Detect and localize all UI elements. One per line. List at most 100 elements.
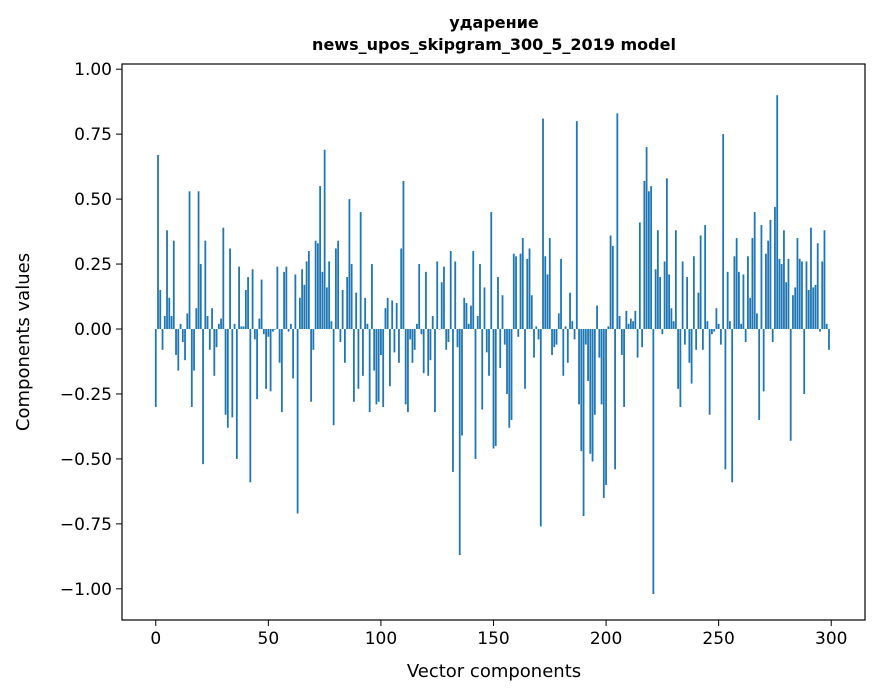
bar: [168, 297, 171, 330]
bar: [359, 212, 362, 330]
bar: [292, 329, 295, 379]
bar: [751, 238, 754, 329]
bar: [197, 191, 200, 330]
bar: [512, 253, 515, 330]
bar: [467, 323, 470, 330]
bar: [636, 329, 639, 358]
bar: [357, 329, 360, 389]
bar: [411, 329, 414, 363]
bar: [163, 316, 166, 330]
bar: [337, 240, 340, 330]
bar: [458, 329, 461, 556]
bar: [634, 310, 637, 330]
bar: [267, 329, 270, 337]
bar: [580, 329, 583, 452]
bar: [497, 277, 499, 330]
bar: [314, 240, 317, 330]
bar: [260, 279, 263, 329]
bar: [398, 329, 400, 363]
bar: [711, 329, 713, 335]
bar: [548, 238, 551, 329]
bar: [722, 134, 725, 330]
bar: [760, 225, 763, 330]
bar: [715, 308, 718, 330]
bar: [454, 261, 457, 330]
bar: [670, 308, 673, 330]
bar: [661, 329, 664, 335]
bar: [582, 329, 585, 517]
bar: [503, 329, 506, 345]
bar: [350, 264, 353, 330]
bar: [418, 264, 421, 330]
bar: [720, 329, 722, 345]
bar: [602, 329, 605, 498]
bar: [278, 329, 281, 363]
bar: [380, 329, 382, 355]
bar: [298, 297, 301, 330]
bar: [584, 329, 587, 345]
bar: [436, 261, 439, 330]
bar: [307, 251, 310, 330]
bar: [544, 256, 547, 330]
bar: [420, 329, 423, 335]
bar: [530, 295, 533, 330]
bar: [409, 329, 412, 340]
bar: [427, 329, 430, 376]
bar: [589, 329, 592, 454]
bar: [256, 329, 258, 400]
bar: [672, 321, 675, 329]
bar: [445, 329, 448, 350]
bar: [614, 329, 616, 470]
bar: [490, 212, 493, 330]
bar: [819, 329, 821, 332]
bar: [747, 256, 749, 330]
bar: [758, 329, 761, 420]
bar: [494, 329, 497, 446]
bar: [515, 256, 517, 330]
bar: [389, 329, 391, 387]
bar: [713, 329, 716, 332]
bar: [159, 290, 162, 330]
bar: [193, 329, 195, 371]
bar: [627, 323, 630, 330]
bar: [753, 212, 756, 330]
bar: [481, 329, 484, 410]
bar: [600, 329, 603, 405]
x-axis-label: Vector components: [407, 661, 581, 682]
bar: [517, 329, 520, 337]
bar: [733, 256, 736, 330]
bar: [801, 261, 803, 330]
bar: [562, 329, 565, 376]
bar: [215, 329, 218, 348]
bar: [814, 284, 817, 330]
bar: [476, 316, 479, 330]
bar: [726, 271, 729, 330]
bar: [762, 329, 765, 392]
bar: [303, 284, 306, 330]
bar: [400, 248, 403, 330]
bar: [262, 329, 265, 335]
bar: [220, 318, 222, 330]
bar: [371, 264, 373, 330]
bar: [280, 329, 283, 413]
bar: [199, 264, 202, 330]
bar: [242, 326, 245, 330]
x-axis: 0 50 100 150 200 250 300: [150, 620, 847, 649]
bar: [377, 329, 380, 402]
bar: [616, 113, 619, 329]
bar: [328, 261, 331, 330]
bar: [179, 323, 182, 330]
bar: [591, 329, 594, 462]
bar: [690, 329, 693, 384]
bar: [620, 329, 623, 355]
bar: [546, 274, 549, 330]
x-tick-label: 150: [477, 629, 509, 649]
bar: [456, 329, 459, 348]
bar: [686, 277, 689, 330]
x-tick-label: 100: [365, 629, 397, 649]
x-tick-label: 250: [702, 629, 734, 649]
y-tick-label: −1.00: [60, 580, 112, 600]
bar: [787, 258, 790, 330]
bar: [697, 292, 700, 330]
